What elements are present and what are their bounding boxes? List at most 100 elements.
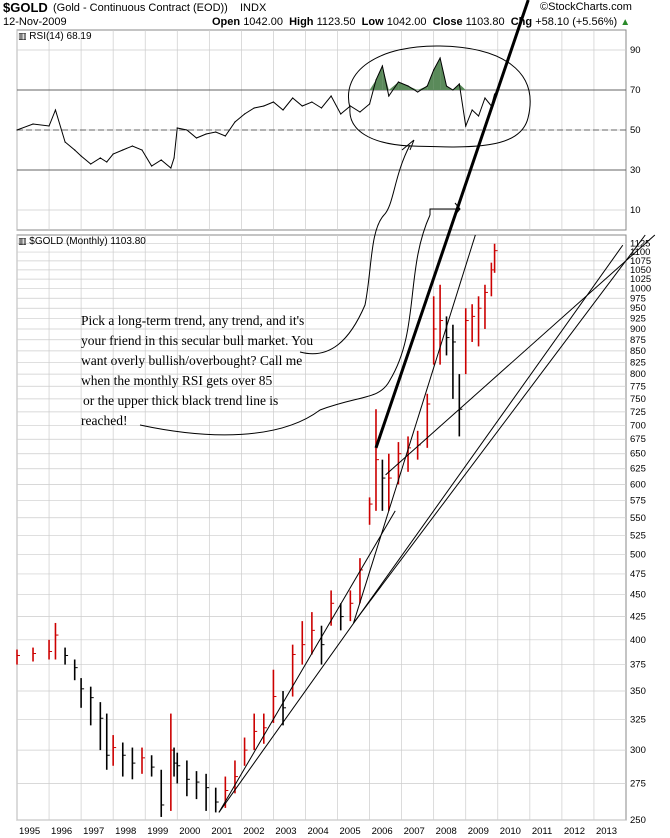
quote-bar: Open 1042.00 High 1123.50 Low 1042.00 Cl… bbox=[212, 16, 630, 28]
x-tick-label: 2003 bbox=[275, 826, 296, 837]
rsi-point bbox=[311, 101, 313, 103]
price-y-tick-label: 525 bbox=[630, 531, 646, 542]
price-y-tick-label: 375 bbox=[630, 660, 646, 671]
rsi-point bbox=[99, 157, 101, 159]
grid bbox=[16, 29, 627, 821]
price-y-tick-label: 700 bbox=[630, 420, 646, 431]
annotation-line: your friend in this secular bull market.… bbox=[81, 333, 314, 348]
rsi-point bbox=[253, 107, 255, 109]
rsi-legend-text: RSI(14) 68.19 bbox=[29, 31, 92, 42]
trendline-2005-steep bbox=[353, 234, 476, 624]
x-tick-label: 2009 bbox=[468, 826, 489, 837]
rsi-point bbox=[458, 83, 460, 85]
rsi-point bbox=[90, 163, 92, 165]
hand-drawn-annotations bbox=[139, 45, 531, 436]
rsi-point bbox=[426, 85, 428, 87]
rsi-y-tick-label: 90 bbox=[630, 45, 641, 56]
x-tick-label: 2001 bbox=[211, 826, 232, 837]
x-tick-label: 1997 bbox=[83, 826, 104, 837]
axes: 1995 1996 1997 1998 1999 2000 2001 2002 2003 2004… bbox=[19, 45, 651, 837]
rsi-point bbox=[16, 129, 18, 131]
price-panel bbox=[16, 243, 498, 817]
rsi-point bbox=[301, 105, 303, 107]
close-label: Close bbox=[432, 16, 463, 28]
rsi-point bbox=[292, 97, 294, 99]
callout-arrowhead-icon bbox=[401, 139, 415, 151]
rsi-point bbox=[170, 167, 172, 169]
rsi-point bbox=[186, 129, 188, 131]
x-tick-label: 2004 bbox=[307, 826, 328, 837]
rsi-point bbox=[151, 165, 153, 167]
rsi-overbought-fill bbox=[375, 66, 383, 90]
price-y-tick-label: 300 bbox=[630, 745, 646, 756]
price-y-tick-label: 250 bbox=[630, 815, 646, 826]
price-y-tick-label: 425 bbox=[630, 612, 646, 623]
rsi-point bbox=[112, 153, 114, 155]
price-legend-text: $GOLD (Monthly) 1103.80 bbox=[29, 236, 146, 247]
price-y-tick-label: 350 bbox=[630, 686, 646, 697]
callout-outline bbox=[139, 214, 431, 436]
price-y-tick-label: 1025 bbox=[630, 274, 651, 285]
rsi-point bbox=[131, 145, 133, 147]
price-y-tick-label: 400 bbox=[630, 635, 646, 646]
rsi-point bbox=[375, 79, 377, 81]
rsi-point bbox=[359, 111, 361, 113]
callout-arrow-icon bbox=[429, 202, 461, 216]
price-y-tick-label: 775 bbox=[630, 381, 646, 392]
rsi-highlight-ellipse bbox=[348, 45, 531, 148]
up-arrow-icon: ▲ bbox=[620, 17, 631, 28]
rsi-y-tick-label: 30 bbox=[630, 165, 641, 176]
price-y-tick-label: 575 bbox=[630, 496, 646, 507]
high-value: 1123.50 bbox=[316, 16, 356, 28]
rsi-point bbox=[397, 81, 400, 83]
x-tick-label: 2007 bbox=[404, 826, 425, 837]
rsi-point bbox=[452, 89, 454, 91]
price-y-tick-label: 1100 bbox=[630, 247, 650, 258]
price-legend-icon: ▥ bbox=[18, 236, 27, 246]
x-tick-label: 1995 bbox=[19, 826, 40, 837]
rsi-point bbox=[445, 85, 448, 87]
annotation-line: want overly bullish/overbought? Call me bbox=[81, 353, 303, 368]
low-label: Low bbox=[361, 16, 384, 28]
rsi-point bbox=[176, 127, 178, 129]
price-y-tick-label: 1125 bbox=[630, 238, 650, 249]
rsi-point bbox=[48, 125, 50, 127]
price-y-tick-label: 875 bbox=[630, 335, 646, 346]
x-tick-label: 2000 bbox=[179, 826, 200, 837]
rsi-point bbox=[64, 141, 66, 143]
price-y-tick-label: 900 bbox=[630, 324, 646, 335]
index-label: INDX bbox=[240, 2, 267, 14]
price-y-tick-label: 825 bbox=[630, 357, 646, 368]
x-tick-label: 1998 bbox=[115, 826, 136, 837]
rsi-point bbox=[263, 105, 265, 107]
price-y-tick-label: 625 bbox=[630, 464, 646, 475]
x-tick-label: 2010 bbox=[500, 826, 521, 837]
price-y-tick-label: 450 bbox=[630, 590, 646, 601]
rsi-point bbox=[407, 85, 409, 87]
price-y-tick-label: 1050 bbox=[630, 265, 651, 276]
rsi-point bbox=[320, 107, 323, 109]
low-value: 1042.00 bbox=[386, 16, 427, 28]
rsi-legend-icon: ▥ bbox=[18, 31, 27, 41]
rsi-point bbox=[340, 113, 342, 115]
x-tick-label: 1996 bbox=[51, 826, 72, 837]
rsi-point bbox=[32, 123, 34, 125]
price-y-tick-label: 800 bbox=[630, 369, 646, 380]
rsi-point bbox=[106, 161, 108, 163]
price-y-tick-label: 600 bbox=[630, 479, 646, 490]
callout-line-to-rsi bbox=[299, 144, 411, 355]
trendline-2005 bbox=[353, 234, 646, 624]
trendlines bbox=[218, 0, 656, 813]
price-y-tick-label: 975 bbox=[630, 293, 646, 304]
rsi-point bbox=[465, 125, 467, 127]
rsi-point bbox=[224, 135, 226, 137]
rsi-overbought-fill bbox=[388, 82, 399, 90]
x-tick-label: 2006 bbox=[372, 826, 393, 837]
rsi-point bbox=[205, 133, 207, 135]
rsi-point bbox=[243, 113, 246, 115]
rsi-point bbox=[195, 137, 198, 139]
rsi-overbought-fill bbox=[398, 82, 409, 90]
price-y-tick-label: 1075 bbox=[630, 256, 651, 267]
rsi-point bbox=[74, 149, 76, 151]
